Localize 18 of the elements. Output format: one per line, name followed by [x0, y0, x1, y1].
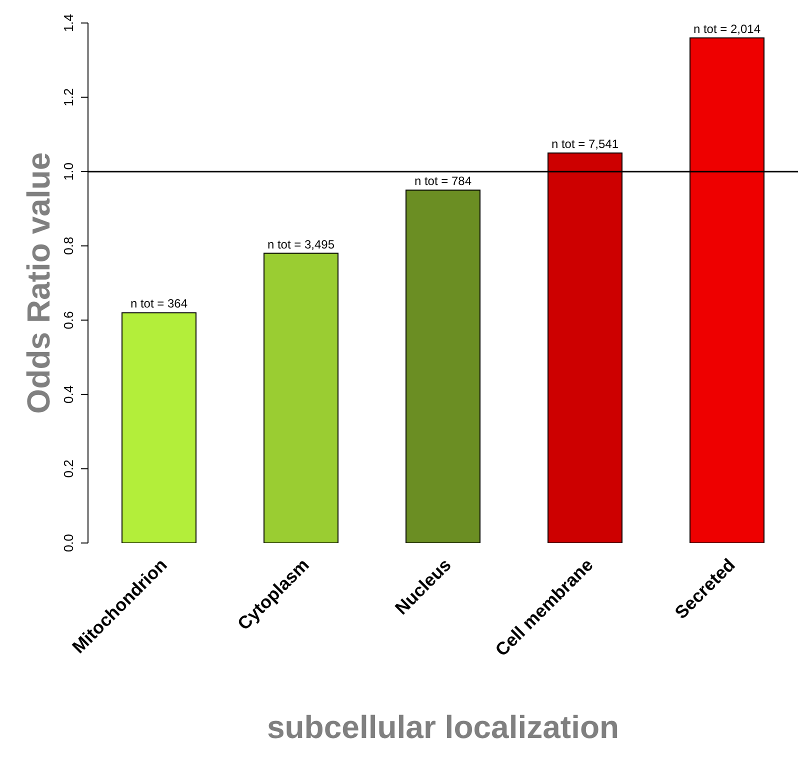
- bar: [406, 190, 480, 543]
- y-tick-label: 1.4: [61, 14, 76, 32]
- y-tick-label: 1.0: [61, 162, 76, 181]
- y-tick-label: 0.0: [61, 534, 76, 552]
- annotation: n tot = 364: [130, 296, 188, 311]
- annotation: n tot = 784: [414, 174, 472, 188]
- y-tick-label: 0.6: [61, 311, 76, 330]
- y-axis-title: Odds Ratio value: [20, 152, 56, 414]
- y-tick-label: 0.4: [61, 385, 76, 404]
- bar: [122, 312, 196, 543]
- annotation: n tot = 7,541: [551, 137, 619, 151]
- y-tick-label: 1.2: [61, 88, 76, 106]
- x-axis-title: subcellular localization: [266, 709, 620, 745]
- bar: [264, 252, 338, 543]
- annotation: n tot = 3,495: [267, 237, 335, 252]
- y-tick-label: 0.8: [61, 236, 76, 255]
- annotation: n tot = 2,014: [693, 22, 761, 36]
- y-tick-label: 0.2: [61, 460, 76, 478]
